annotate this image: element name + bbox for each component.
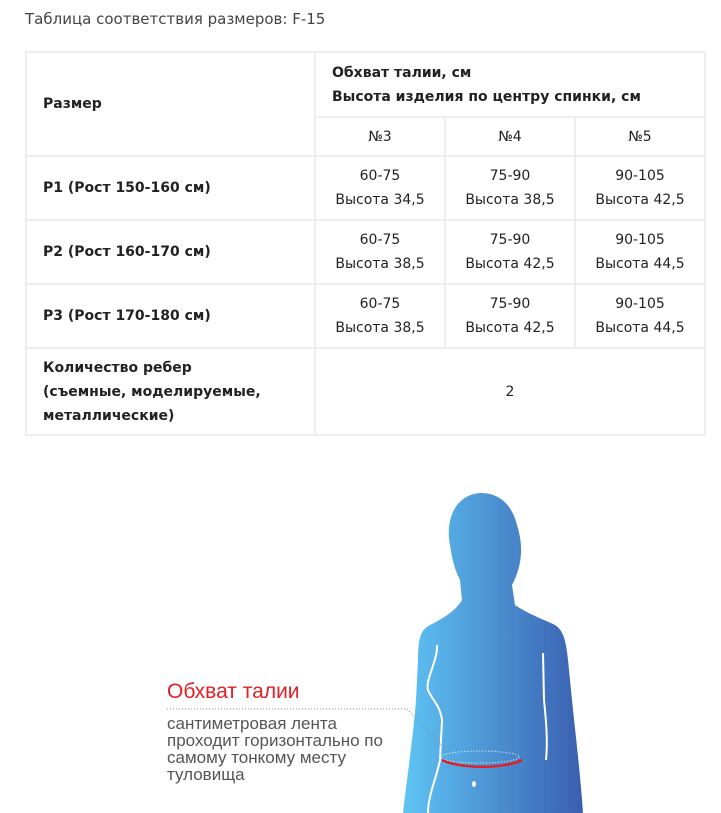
cell: 60-75 Высота 38,5 [314,283,446,349]
table-row: Количество ребер (съемные, моделируемые, м… [25,347,706,436]
cell: 60-75 Высота 34,5 [314,155,446,221]
cell: 75-90 Высота 38,5 [443,155,576,221]
row-label: P2 (Рост 160-170 см) [25,219,316,285]
param-header-height: Высота изделия по центру спинки, см [332,88,641,105]
cell: 90-105 Высота 42,5 [573,155,707,221]
column-header: №3 [314,116,446,157]
size-table: Размер Обхват талии, см Высота изделия п… [25,51,707,436]
param-header-waist: Обхват талии, см [332,64,472,81]
table-row: P2 (Рост 160-170 см) 60-75 Высота 38,5 75… [25,219,707,285]
waist-tape [441,758,523,768]
waist-description: сантиметровая лента проходит горизонталь… [167,714,383,784]
column-header: №4 [443,116,576,157]
table-row: P3 (Рост 170-180 см) 60-75 Высота 38,5 75… [25,283,707,349]
size-header: Размер [25,51,316,157]
cell: 60-75 Высота 38,5 [314,219,446,285]
cell: 75-90 Высота 42,5 [443,219,576,285]
column-header: №5 [573,116,707,157]
table-row: P1 (Рост 150-160 см) 60-75 Высота 34,5 75… [25,155,707,221]
row-label: P3 (Рост 170-180 см) [25,283,316,349]
cell: 75-90 Высота 42,5 [443,283,576,349]
param-header: Обхват талии, см Высота изделия по центр… [314,51,706,118]
body-shape [403,493,583,813]
waist-label: Обхват талии [167,680,300,703]
ribs-label: Количество ребер (съемные, моделируемые, м… [25,347,316,436]
page-title: Таблица соответствия размеров: F-15 [25,10,326,28]
cell: 90-105 Высота 44,5 [573,283,707,349]
cell: 90-105 Высота 44,5 [573,219,707,285]
row-label: P1 (Рост 150-160 см) [25,155,316,221]
ribs-value: 2 [314,347,706,436]
body-silhouette-illustration [167,493,583,813]
